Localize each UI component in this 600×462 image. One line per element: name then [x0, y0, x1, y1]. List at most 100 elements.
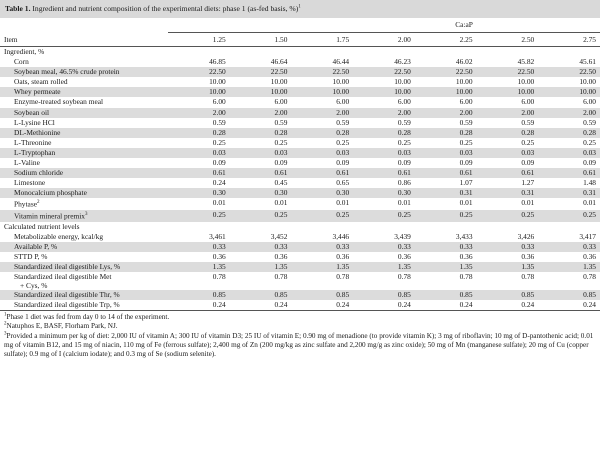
item-column-header: Item	[4, 34, 18, 44]
table-row: Sodium chloride 0.61 0.61 0.61 0.61 0.61 0.61 0…	[0, 168, 600, 179]
row-label-continued: + Cys, %	[20, 281, 48, 290]
table-row: Monocalcium phosphate 0.30 0.30 0.30 0.30 0.3…	[0, 188, 600, 199]
table-cell: 0.85	[353, 290, 415, 301]
row-label: STTD P, %	[0, 252, 168, 262]
table-cell: 0.09	[583, 158, 596, 168]
footnote-mark: 3	[4, 331, 7, 337]
table-cell: 0.25	[459, 137, 473, 147]
table-row: Limestone 0.24 0.45 0.65 0.86 1.07 1.27 1.48	[0, 178, 600, 188]
table-cell: 0.03	[353, 147, 415, 159]
table-cell: 46.85	[209, 57, 226, 67]
table-cell: 3,446	[332, 231, 350, 241]
row-label-prefix: L-	[14, 158, 21, 168]
table-cell: 0.28	[229, 127, 292, 138]
row-label: Phytase2	[0, 198, 168, 210]
row-label: Oats, steam rolled	[0, 77, 168, 87]
row-label-text: Methionine	[26, 127, 61, 137]
table-cell: 0.01	[521, 198, 535, 208]
table-cell: 10.00	[538, 87, 600, 98]
table-cell: 0.28	[291, 127, 354, 138]
column-header: 2.00	[397, 35, 411, 44]
table-cell: 1.35	[538, 261, 600, 272]
table-cell: 0.78	[212, 272, 226, 281]
table-cell: 0.36	[212, 251, 226, 261]
table-cell: 0.25	[168, 209, 230, 222]
table-row: Standardized ileal digestible Lys, % 1.35…	[0, 261, 600, 272]
table-cell: 0.33	[168, 241, 230, 252]
table-cell: 2.00	[538, 107, 600, 118]
table-cell: 0.59	[212, 117, 226, 127]
table-cell: 0.24	[414, 300, 477, 312]
table-cell: 46.44	[332, 57, 350, 67]
footnote-mark: 2	[4, 322, 7, 327]
table-cell: 0.61	[229, 168, 292, 179]
table-cell: 0.59	[521, 117, 535, 127]
row-label: L-Lysine HCl	[0, 118, 168, 128]
table-row: L-Threonine 0.25 0.25 0.25 0.25 0.25 0.25 0.25	[0, 138, 600, 148]
table-cell: 2.00	[291, 107, 354, 118]
table-cell: 10.00	[332, 77, 350, 87]
row-label-text: Limestone	[14, 178, 46, 188]
table-row: Whey permeate 10.00 10.00 10.00 10.00 10.00 10…	[0, 87, 600, 98]
table-cell: 0.78	[583, 272, 596, 281]
table-cell: 2.00	[476, 107, 539, 118]
table-cell: 0.03	[229, 147, 292, 159]
table-cell: 10.00	[353, 87, 415, 98]
table-cell: 0.59	[583, 117, 596, 127]
table-cell: 0.85	[168, 290, 230, 301]
table-cell: 0.33	[538, 241, 600, 252]
row-label-prefix: L-	[14, 117, 21, 127]
table-cell: 0.09	[521, 158, 535, 168]
table-cell: 6.00	[336, 97, 350, 107]
table-cell: 0.25	[476, 209, 539, 222]
table-cell: 22.50	[538, 67, 600, 78]
row-label: Corn	[0, 57, 168, 67]
table-cell: 0.36	[274, 251, 288, 261]
table-cell: 0.59	[459, 117, 473, 127]
table-cell: 0.24	[291, 300, 354, 312]
row-label-text: Standardized ileal digestible Met	[14, 272, 112, 281]
table-cell: 0.61	[476, 168, 539, 179]
table-cell: 2.00	[414, 107, 477, 118]
table-cell: 0.25	[353, 209, 415, 222]
table-cell: 0.03	[168, 147, 230, 159]
table-row: Standardized ileal digestible Trp, % 0.24…	[0, 300, 600, 312]
table-cell: 0.01	[459, 198, 473, 208]
table-cell: 22.50	[168, 67, 230, 78]
table-cell: 0.09	[459, 158, 473, 168]
row-label: Standardized ileal digestible Met + Cys, …	[0, 272, 168, 290]
table-cell: 0.30	[168, 188, 230, 199]
table-cell: 0.25	[229, 209, 292, 222]
table-cell: 1.35	[291, 261, 354, 272]
table-cell: 0.24	[168, 300, 230, 312]
table-cell: 6.00	[397, 97, 411, 107]
table-row: Standardized ileal digestible Thr, % 0.85…	[0, 290, 600, 301]
table-row: STTD P, % 0.36 0.36 0.36 0.36 0.36 0.36 0.36	[0, 252, 600, 262]
table-cell: 0.31	[538, 188, 600, 199]
row-label-text: Metabolizable energy, kcal/kg	[14, 231, 104, 241]
table-cell: 0.24	[353, 300, 415, 312]
table-cell: 0.09	[212, 158, 226, 168]
table-cell: 0.78	[397, 272, 411, 281]
row-label-text: Standardized ileal digestible Thr, %	[14, 290, 120, 299]
table-number: Table 1.	[5, 4, 31, 13]
table-row: Soybean meal, 46.5% crude protein 22.50 22…	[0, 67, 600, 78]
table-cell: 0.01	[583, 198, 596, 208]
row-label: Enzyme-treated soybean meal	[0, 97, 168, 107]
section-label-calculated: Calculated nutrient levels	[4, 221, 80, 231]
table-cell: 22.50	[291, 67, 354, 78]
table-title: Table 1. Ingredient and nutrient composi…	[0, 0, 600, 18]
row-label: Standardized ileal digestible Trp, %	[0, 300, 169, 312]
row-label: Sodium chloride	[0, 168, 169, 179]
table-cell: 6.00	[583, 97, 596, 107]
table-row: Corn 46.85 46.64 46.44 46.23 46.02 45.82 45.61	[0, 57, 600, 67]
table-cell: 0.61	[168, 168, 230, 179]
table-cell: 0.78	[459, 272, 473, 281]
table-cell: 0.25	[521, 137, 535, 147]
table-cell: 0.01	[336, 198, 350, 208]
row-label: L-Tryptophan	[0, 147, 169, 159]
table-cell: 0.28	[476, 127, 539, 138]
table-cell: 0.01	[274, 198, 288, 208]
column-header-row: Item 1.25 1.50 1.75 2.00 2.25 2.50 2.75	[0, 33, 600, 47]
table-cell: 1.35	[414, 261, 477, 272]
